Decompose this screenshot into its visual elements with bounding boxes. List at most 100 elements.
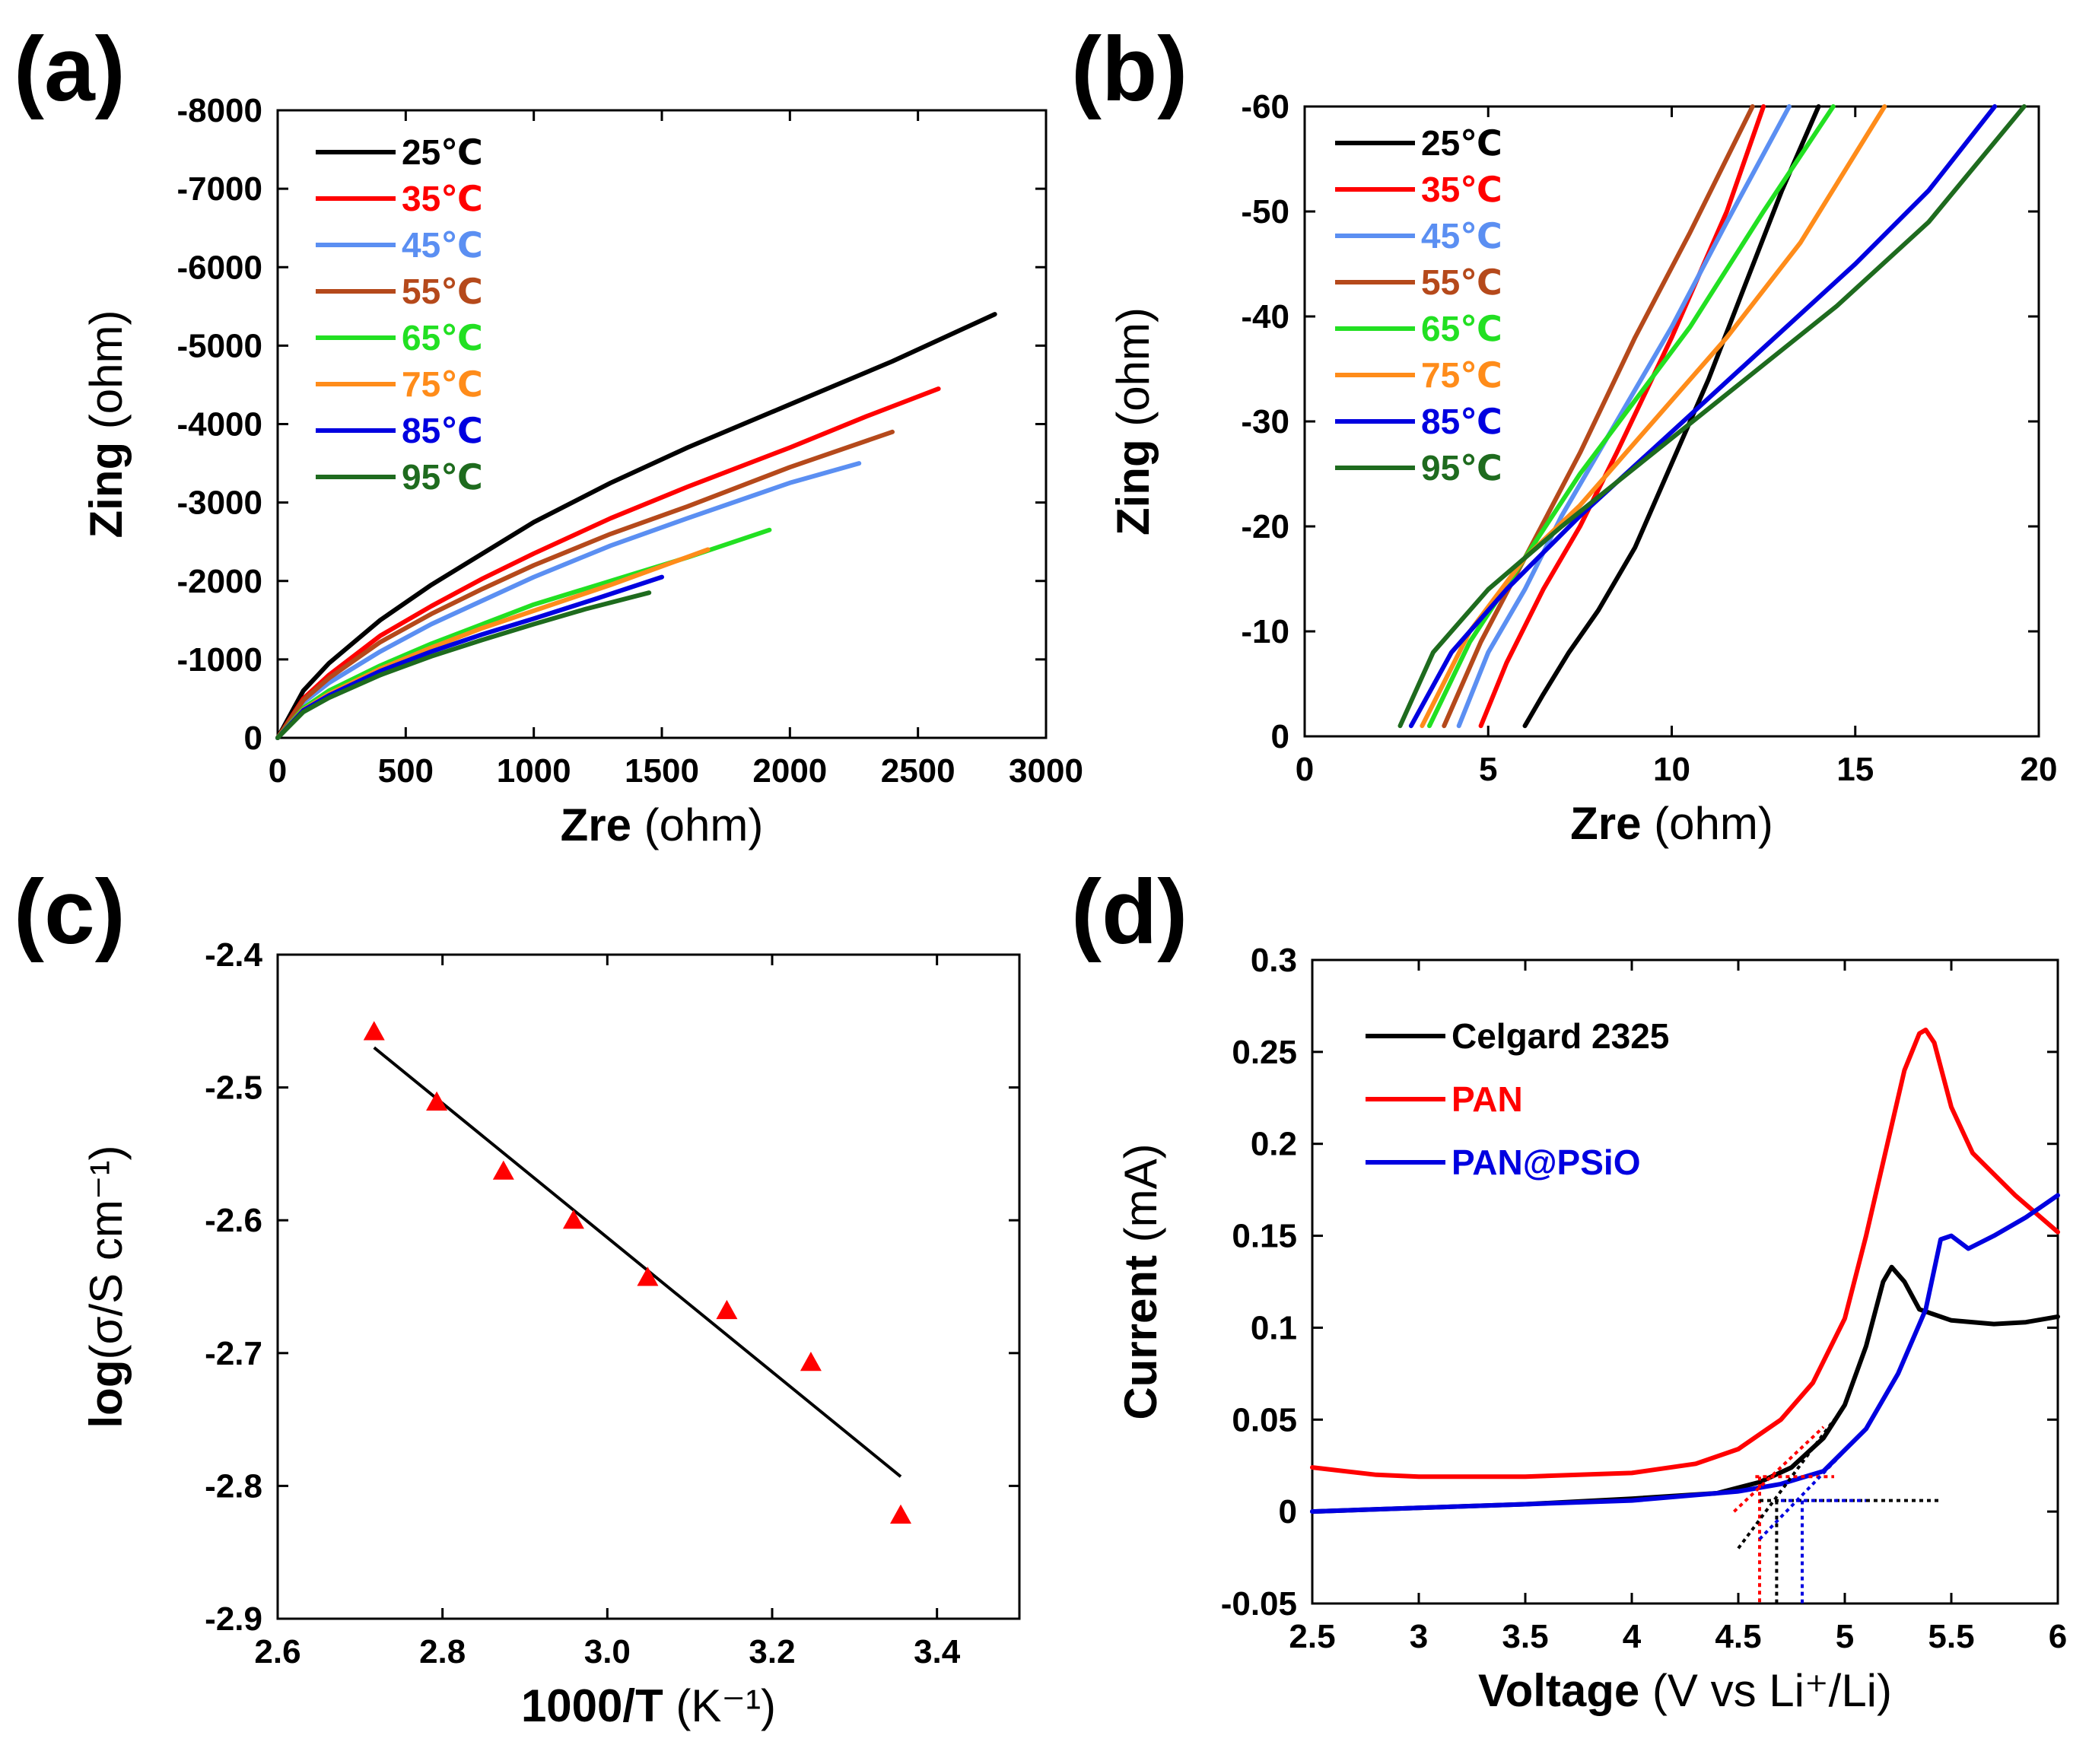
legend-label: 55℃ bbox=[402, 272, 483, 311]
legend-label: 55℃ bbox=[1421, 262, 1502, 302]
x-axis-title-bold: Zre bbox=[561, 799, 631, 850]
y-tick-label: 0 bbox=[1279, 1493, 1297, 1530]
series-line bbox=[275, 461, 862, 740]
x-axis-title-unit: (ohm) bbox=[631, 799, 763, 850]
x-axis-title-unit: (V vs Li⁺/Li) bbox=[1639, 1665, 1892, 1716]
panel-d-chart: 2.5 3 3.5 4 4.5 5 5.5 6 -0.05 0 0.05 0.1 0.15 0.2 0.25… bbox=[1115, 942, 2067, 1716]
series-line bbox=[1522, 104, 1821, 729]
y-tick-label: -6000 bbox=[176, 249, 262, 286]
y-tick-label: -10 bbox=[1241, 613, 1289, 650]
y-axis-title-unit: (mA) bbox=[1115, 1143, 1166, 1255]
x-tick-label: 2500 bbox=[881, 752, 955, 790]
legend-label: PAN@PSiO bbox=[1451, 1143, 1641, 1182]
x-tick-label: 2.5 bbox=[1289, 1618, 1335, 1655]
x-tick-label: 5 bbox=[1836, 1618, 1854, 1655]
series-line bbox=[275, 429, 895, 740]
y-tick-label: -4000 bbox=[176, 406, 262, 443]
legend-label: Celgard 2325 bbox=[1451, 1016, 1669, 1056]
x-tick-label: 4.5 bbox=[1715, 1618, 1761, 1655]
x-tick-label: 3.4 bbox=[914, 1633, 961, 1670]
x-tick-label: 3.2 bbox=[749, 1633, 795, 1670]
x-axis-title: 1000/T (K⁻¹) bbox=[521, 1680, 776, 1731]
x-tick-label: 2.8 bbox=[419, 1633, 466, 1670]
legend-label: 65℃ bbox=[402, 318, 483, 358]
x-axis-title-bold: Zre bbox=[1570, 798, 1641, 849]
y-tick-label: -7000 bbox=[176, 170, 262, 208]
y-axis-title: log(σ/S cm⁻¹) bbox=[81, 1146, 132, 1429]
series-line bbox=[1408, 104, 1998, 729]
x-tick-label: 1500 bbox=[625, 752, 699, 790]
x-tick-label: 20 bbox=[2021, 751, 2058, 788]
y-tick-label: -3000 bbox=[176, 485, 262, 522]
y-tick-label: -2.7 bbox=[205, 1335, 262, 1372]
y-tick-label: -0.05 bbox=[1221, 1585, 1297, 1623]
legend-label: 75℃ bbox=[1421, 355, 1502, 395]
y-axis-title-bold: Zing bbox=[81, 442, 132, 539]
panel-label-b: (b) bbox=[1071, 18, 1188, 120]
plot-frame bbox=[1311, 958, 2059, 1605]
y-tick-label: -40 bbox=[1241, 298, 1289, 335]
legend-label: 75℃ bbox=[402, 364, 483, 404]
y-tick-label: -20 bbox=[1241, 508, 1289, 545]
y-axis-title-bold: log bbox=[81, 1360, 132, 1429]
x-axis-title: Zre (ohm) bbox=[561, 799, 764, 850]
panel-a-chart: 0 500 1000 1500 2000 2500 3000 0 -1000 -2000 -3000… bbox=[81, 92, 1083, 850]
legend-label: 35℃ bbox=[402, 179, 483, 218]
series-line bbox=[1427, 104, 1836, 729]
data-point-triangle bbox=[637, 1267, 659, 1286]
data-point-triangle bbox=[363, 1021, 385, 1041]
y-tick-label: -5000 bbox=[176, 327, 262, 364]
legend-label: 95℃ bbox=[402, 457, 483, 497]
x-axis-title-unit: (K⁻¹) bbox=[663, 1680, 776, 1731]
x-axis-title: Zre (ohm) bbox=[1570, 798, 1773, 849]
data-point-triangle bbox=[426, 1091, 448, 1111]
y-tick-label: -1000 bbox=[176, 641, 262, 679]
legend-label: PAN bbox=[1451, 1079, 1523, 1119]
y-tick-label: -2.6 bbox=[205, 1202, 262, 1239]
legend-label: 95℃ bbox=[1421, 448, 1502, 488]
y-axis-title: Zing (ohm) bbox=[81, 310, 132, 539]
y-tick-label: -2000 bbox=[176, 563, 262, 600]
x-tick-label: 3 bbox=[1410, 1618, 1428, 1655]
panel-label-c: (c) bbox=[14, 861, 126, 963]
series-line bbox=[275, 312, 997, 740]
data-point-triangle bbox=[492, 1160, 514, 1180]
y-axis-title-bold: Current bbox=[1115, 1255, 1166, 1420]
y-axis-title-bold: Zing bbox=[1108, 439, 1159, 536]
y-tick-label: 0.1 bbox=[1251, 1309, 1297, 1346]
x-tick-label: 10 bbox=[1653, 751, 1690, 788]
y-tick-label: -2.9 bbox=[205, 1600, 262, 1638]
x-axis-title-bold: 1000/T bbox=[521, 1680, 663, 1731]
plot-frame bbox=[276, 953, 1021, 1620]
x-tick-label: 4 bbox=[1623, 1618, 1642, 1655]
panel-c-chart: 2.6 2.8 3.0 3.2 3.4 -2.4 -2.5 -2.6 -2.7 -2.8 -2.9 1… bbox=[81, 936, 1021, 1731]
legend-label: 85℃ bbox=[1421, 402, 1502, 441]
x-tick-label: 2.6 bbox=[254, 1633, 300, 1670]
x-tick-label: 6 bbox=[2049, 1618, 2067, 1655]
data-point-triangle bbox=[716, 1299, 738, 1320]
data-point-triangle bbox=[890, 1504, 911, 1524]
y-tick-label: -60 bbox=[1241, 88, 1289, 126]
panel-label-d: (d) bbox=[1071, 861, 1188, 963]
y-tick-label: 0.15 bbox=[1232, 1218, 1297, 1255]
data-point-triangle bbox=[800, 1352, 822, 1371]
y-tick-label: -2.8 bbox=[205, 1467, 262, 1505]
series-line bbox=[1310, 1027, 2060, 1480]
legend-label: 25℃ bbox=[1421, 123, 1502, 163]
y-tick-label: -30 bbox=[1241, 403, 1289, 440]
x-tick-label: 5.5 bbox=[1928, 1618, 1974, 1655]
tangent-line bbox=[1758, 1427, 1868, 1540]
legend-label: 65℃ bbox=[1421, 309, 1502, 348]
y-tick-label: 0.25 bbox=[1232, 1034, 1297, 1071]
x-tick-label: 3.5 bbox=[1502, 1618, 1548, 1655]
x-tick-label: 500 bbox=[378, 752, 434, 790]
series-line bbox=[1478, 104, 1766, 729]
x-tick-label: 1000 bbox=[497, 752, 571, 790]
legend-label: 35℃ bbox=[1421, 170, 1502, 209]
legend-label: 45℃ bbox=[1421, 216, 1502, 256]
y-tick-label: -2.5 bbox=[205, 1070, 262, 1107]
x-tick-label: 0 bbox=[269, 752, 287, 790]
x-tick-label: 2000 bbox=[752, 752, 827, 790]
